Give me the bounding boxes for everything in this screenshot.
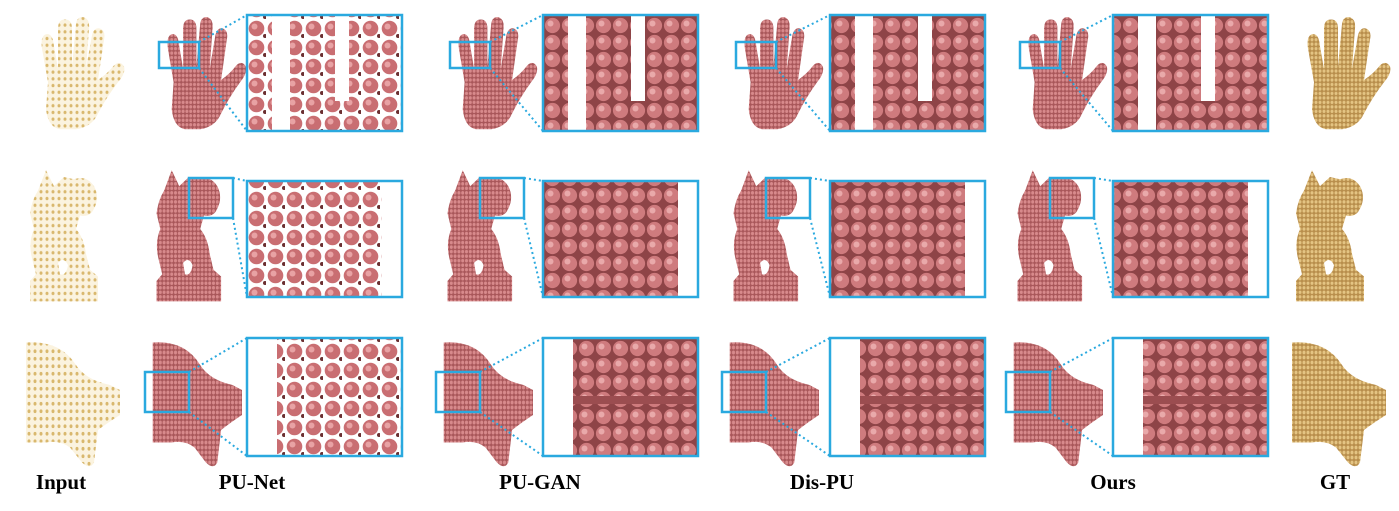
gt-hand (1307, 17, 1391, 130)
dis-pu-hand-selection-box (734, 40, 778, 70)
pu-gan-statue-leader-bottom (523, 217, 544, 298)
pu-net-statue-selection-box (187, 176, 235, 220)
pu-net-hand-zoom-frame (245, 13, 404, 133)
dis-pu-statue-zoom-points (830, 181, 965, 297)
pu-gan-mechanical-part-zoom-frame (541, 336, 700, 458)
ours-hand-zoom-gap-1 (1138, 15, 1156, 131)
pu-gan-mechanical-part-zoom-seam (573, 396, 698, 404)
label-ours: Ours (1090, 470, 1136, 494)
pu-gan-statue-zoom-frame (541, 179, 700, 299)
dis-pu-hand-zoom-gap-2 (918, 15, 932, 101)
pu-net-hand-leader-top (198, 14, 248, 43)
pu-net-statue (156, 170, 222, 302)
label-dis-pu: Dis-PU (789, 470, 855, 494)
pu-net-hand-zoom-gap-1 (272, 15, 290, 131)
pu-net-mechanical-part-leader-top (188, 337, 248, 373)
ours-hand-leader-bottom (1059, 67, 1114, 132)
pu-gan-hand-leader-bottom (489, 67, 544, 132)
pu-gan-hand (458, 17, 538, 130)
pu-gan-hand-zoom-points (543, 15, 698, 131)
ours-statue-selection-box (1048, 176, 1096, 220)
pu-gan-hand-zoom-frame (541, 13, 700, 133)
ours-mechanical-part-zoom-frame (1111, 336, 1270, 458)
pu-net-statue-leader-bottom (232, 217, 248, 298)
pu-net-mechanical-part-zoom-points (277, 338, 402, 456)
dis-pu-statue-leader-bottom (809, 217, 831, 298)
ours-mechanical-part-leader-top (1049, 337, 1114, 373)
dis-pu-hand-leader-bottom (775, 67, 831, 132)
dis-pu-statue-zoom-frame (828, 179, 987, 299)
pu-net-hand-leader-bottom (198, 67, 248, 132)
ours-statue-zoom-frame (1111, 179, 1270, 299)
dis-pu-hand (744, 17, 824, 130)
ours-mechanical-part-selection-box (1004, 370, 1052, 414)
ours-statue-zoom-points (1113, 181, 1248, 297)
ours-statue-leader-bottom (1093, 217, 1114, 298)
ours-hand-zoom-frame (1111, 13, 1270, 133)
dis-pu-mechanical-part-zoom-seam (860, 396, 985, 404)
pu-net-mechanical-part (152, 342, 242, 467)
dis-pu-hand-zoom-gap-1 (855, 15, 873, 131)
pu-gan-mechanical-part (443, 342, 533, 467)
pu-gan-hand-zoom-gap-1 (568, 15, 586, 131)
dis-pu-statue-leader-top (809, 177, 831, 182)
gt-statue (1296, 170, 1364, 302)
ours-statue (1017, 170, 1083, 302)
pu-net-statue-zoom-frame (245, 179, 404, 299)
input-mechanical-part (26, 342, 120, 467)
pu-net-statue-leader-top (232, 177, 248, 182)
pu-net-hand-zoom-points (247, 15, 402, 131)
ours-hand (1028, 17, 1108, 130)
input-hand (41, 17, 125, 130)
pu-net-statue-zoom-points (247, 181, 382, 297)
dis-pu-statue (733, 170, 799, 302)
pu-net-mechanical-part-zoom-frame (245, 336, 404, 458)
label-pu-net: PU-Net (218, 470, 286, 494)
label-gt: GT (1319, 470, 1351, 494)
dis-pu-statue-selection-box (764, 176, 812, 220)
dis-pu-hand-zoom-frame (828, 13, 987, 133)
pu-net-hand-selection-box (157, 40, 201, 70)
ours-mechanical-part-zoom-seam (1143, 396, 1268, 404)
dis-pu-mechanical-part-zoom-frame (828, 336, 987, 458)
ours-hand-selection-box (1018, 40, 1062, 70)
dis-pu-mechanical-part (729, 342, 819, 467)
pu-gan-mechanical-part-leader-top (479, 337, 544, 373)
pu-gan-statue-selection-box (478, 176, 526, 220)
pu-gan-statue (447, 170, 513, 302)
pu-net-mechanical-part-leader-bottom (188, 411, 248, 457)
pu-gan-statue-leader-top (523, 177, 544, 182)
dis-pu-mechanical-part-leader-top (765, 337, 831, 373)
dis-pu-hand-leader-top (775, 14, 831, 43)
input-statue (30, 170, 98, 302)
ours-hand-zoom-points (1113, 15, 1268, 131)
pu-net-hand-zoom-gap-2 (335, 15, 349, 101)
ours-mechanical-part (1013, 342, 1103, 467)
ours-hand-zoom-gap-2 (1201, 15, 1215, 101)
ours-statue-leader-top (1093, 177, 1114, 182)
dis-pu-hand-zoom-points (830, 15, 985, 131)
pu-gan-hand-selection-box (448, 40, 492, 70)
pu-net-mechanical-part-selection-box (143, 370, 191, 414)
dis-pu-mechanical-part-selection-box (720, 370, 768, 414)
pu-gan-mechanical-part-selection-box (434, 370, 482, 414)
gt-mechanical-part (1292, 342, 1386, 467)
pu-gan-statue-zoom-points (543, 181, 678, 297)
label-input: Input (35, 470, 87, 494)
pu-gan-hand-zoom-gap-2 (631, 15, 645, 101)
label-pu-gan: PU-GAN (499, 470, 581, 494)
pu-net-hand (167, 17, 247, 130)
